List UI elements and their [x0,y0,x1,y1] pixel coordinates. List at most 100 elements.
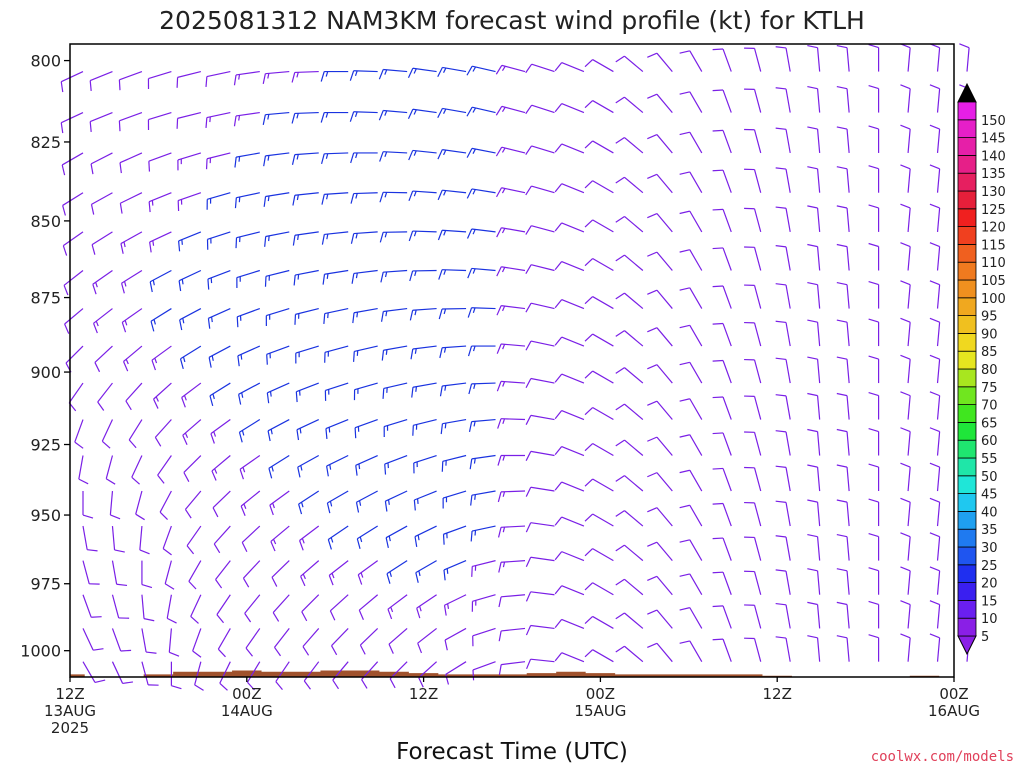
wind-barb [679,91,703,113]
wind-barb [868,85,880,113]
wind-barb [205,152,231,170]
wind-barb [233,111,260,127]
wind-barb [679,469,703,492]
colorbar-label: 140 [981,149,1006,164]
x-axis-label: Forecast Time (UTC) [396,739,628,765]
wind-barb [615,330,644,347]
wind-barb [412,418,437,436]
wind-barb [466,228,496,239]
wind-barb [388,627,408,654]
wind-barb [584,180,614,194]
wind-barb [525,185,555,196]
colorbar-label: 125 [981,203,1006,218]
wind-barb [292,192,319,206]
wind-barb [355,490,378,513]
wind-barb [297,454,320,478]
wind-barb [836,44,850,72]
wind-barb [168,628,180,657]
wind-barb [807,281,821,309]
wind-barb [584,478,614,492]
wind-barb [868,318,880,347]
wind-barb [184,490,202,519]
wind-barb [352,307,378,324]
wind-barb [868,280,880,309]
wind-barb [584,548,614,562]
wind-barb [192,628,202,658]
wind-barb [744,284,762,309]
wind-barb [111,594,130,619]
wind-barb [929,164,941,193]
wind-barb [355,454,378,476]
wind-barb [554,183,585,194]
wind-barb [775,500,791,527]
wind-barb [807,428,821,456]
wind-barb [238,382,261,405]
wind-barb [408,149,437,161]
x-tick-label: 00Z [939,685,968,703]
wind-barb [868,242,880,271]
wind-barb [234,152,260,168]
wind-barb [900,203,911,232]
colorbar-swatch [957,315,977,334]
x-tick-sublabel: 14AUG [221,702,273,720]
wind-barb [615,367,644,384]
wind-barb [407,108,437,119]
wind-barb [554,222,585,233]
wind-barb [266,382,290,404]
wind-barb [584,257,614,272]
wind-barb [266,345,290,365]
wind-barb [246,661,261,691]
wind-barb [442,490,467,509]
wind-barb [241,525,261,553]
wind-barb [836,85,850,113]
wind-barb [219,661,231,691]
wind-barb [775,636,791,662]
wind-barb [775,394,791,420]
wind-barb [868,634,880,662]
wind-barb [466,147,496,158]
wind-barb [60,71,84,93]
colorbar-swatch [957,350,977,370]
wind-barb [135,490,145,521]
wind-barb [554,143,585,154]
wind-barb [929,242,941,271]
wind-barb [82,594,102,618]
wind-barb [525,302,555,313]
wind-barb [151,345,172,371]
chart-title: 2025081312 NAM3KM forecast wind profile … [159,6,865,35]
wind-barb [775,167,791,193]
wind-barb [647,52,673,72]
wind-barb [323,307,349,325]
wind-barb [647,507,673,527]
wind-barb [900,164,911,193]
wind-barb [554,481,585,492]
wind-barb [929,462,941,492]
wind-barb [615,176,644,194]
wind-barb [868,427,880,456]
colorbar-label: 15 [981,594,998,609]
wind-barb [712,537,732,561]
wind-barb [498,594,526,608]
colorbar-label: 110 [981,256,1006,271]
wind-barb [775,357,791,384]
colorbar-label: 45 [981,488,998,503]
wind-barb [321,192,349,205]
wind-barb [775,465,791,492]
wind-barb [166,594,177,624]
wind-barb [322,269,349,285]
wind-barb [868,567,880,595]
wind-barb [496,305,526,316]
wind-barb [775,245,791,271]
wind-barb [467,307,496,318]
wind-barb [775,602,791,629]
wind-barb [413,490,437,511]
wind-barb [615,254,644,271]
wind-barb [498,661,526,676]
wind-barb [647,93,673,113]
wind-barb [190,594,202,624]
wind-barb [349,111,378,122]
wind-barb [615,292,644,310]
wind-barb [712,247,732,271]
wind-barb [712,396,732,420]
wind-barb [775,206,791,233]
